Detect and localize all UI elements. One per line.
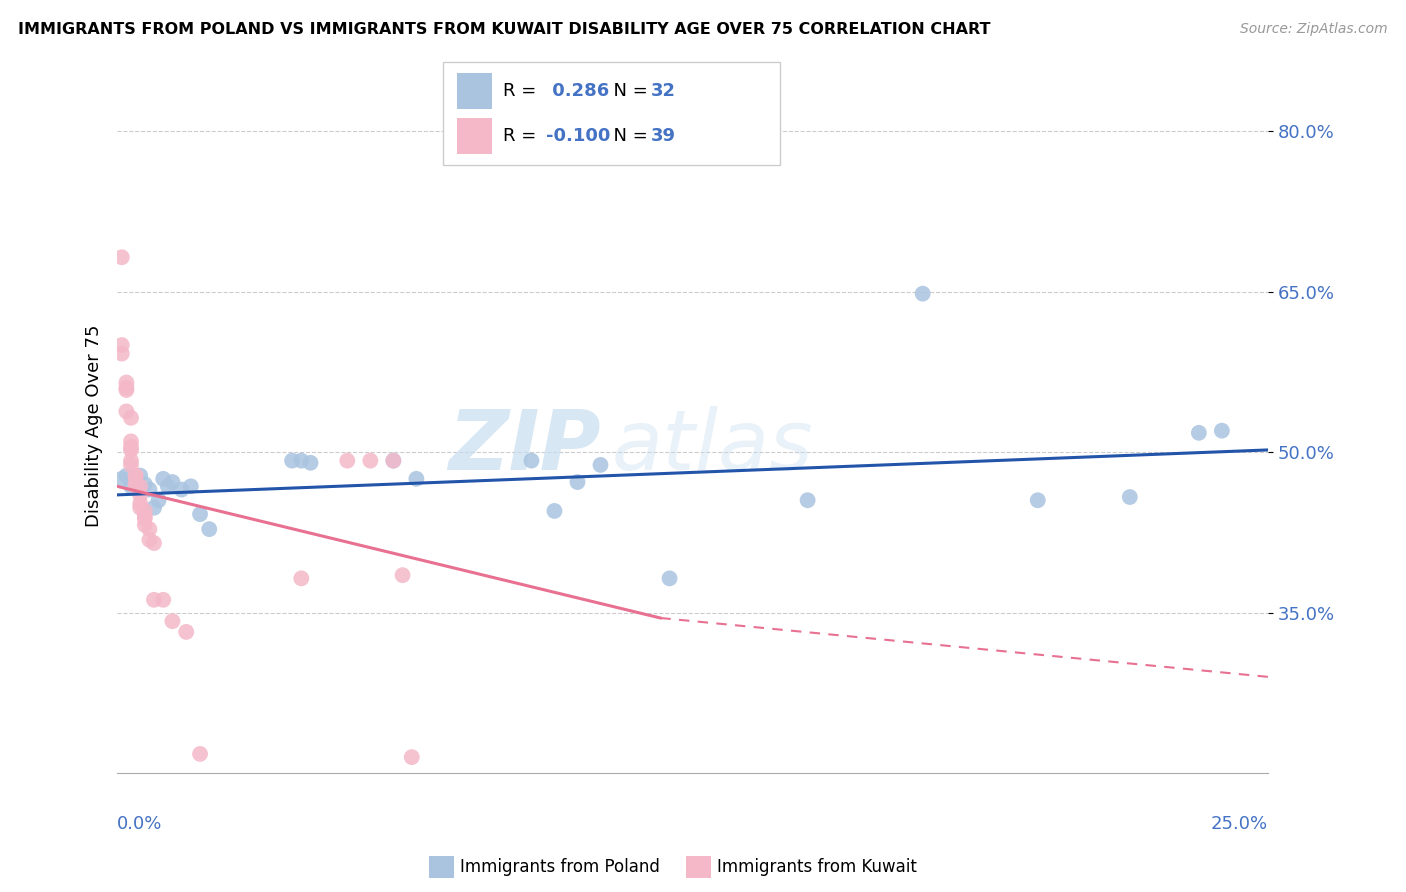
- Point: [170, 483, 193, 497]
- Point: [162, 475, 184, 489]
- Point: [138, 483, 160, 497]
- Text: 0.286: 0.286: [546, 82, 609, 100]
- Text: Immigrants from Poland: Immigrants from Poland: [460, 858, 659, 876]
- Text: atlas: atlas: [612, 406, 814, 487]
- Point: [115, 468, 138, 483]
- Point: [115, 383, 138, 397]
- Point: [129, 500, 152, 515]
- Text: ZIP: ZIP: [449, 406, 600, 487]
- Point: [336, 453, 359, 467]
- Point: [134, 509, 156, 524]
- Point: [124, 468, 146, 483]
- Y-axis label: Disability Age Over 75: Disability Age Over 75: [86, 324, 103, 526]
- Point: [115, 376, 138, 390]
- Point: [911, 286, 934, 301]
- Point: [138, 522, 160, 536]
- Point: [198, 522, 221, 536]
- Point: [129, 468, 152, 483]
- Text: -0.100: -0.100: [546, 128, 610, 145]
- Point: [120, 453, 142, 467]
- Point: [111, 338, 134, 352]
- Point: [134, 517, 156, 532]
- Text: R =: R =: [503, 82, 543, 100]
- Point: [124, 468, 146, 483]
- Point: [796, 493, 818, 508]
- Point: [1211, 424, 1233, 438]
- Point: [138, 533, 160, 547]
- Point: [658, 571, 681, 585]
- Point: [120, 440, 142, 454]
- Point: [129, 479, 152, 493]
- Point: [162, 614, 184, 628]
- Text: IMMIGRANTS FROM POLAND VS IMMIGRANTS FROM KUWAIT DISABILITY AGE OVER 75 CORRELAT: IMMIGRANTS FROM POLAND VS IMMIGRANTS FRO…: [18, 22, 991, 37]
- Point: [1026, 493, 1049, 508]
- Text: 32: 32: [651, 82, 676, 100]
- Point: [111, 250, 134, 264]
- Point: [120, 410, 142, 425]
- Point: [290, 453, 312, 467]
- Point: [156, 479, 179, 493]
- Point: [281, 453, 304, 467]
- Point: [359, 453, 381, 467]
- Point: [152, 472, 174, 486]
- Point: [174, 624, 197, 639]
- Point: [111, 346, 134, 360]
- Point: [124, 475, 146, 489]
- Point: [134, 504, 156, 518]
- Point: [134, 511, 156, 525]
- Point: [115, 404, 138, 418]
- Point: [567, 475, 589, 489]
- Point: [134, 477, 156, 491]
- Point: [188, 507, 211, 521]
- Text: Source: ZipAtlas.com: Source: ZipAtlas.com: [1240, 22, 1388, 37]
- Text: 39: 39: [651, 128, 676, 145]
- Point: [124, 475, 146, 489]
- Point: [115, 381, 138, 395]
- Point: [120, 442, 142, 457]
- Text: 0.0%: 0.0%: [117, 815, 163, 833]
- Point: [120, 458, 142, 472]
- Point: [180, 479, 202, 493]
- Point: [111, 472, 134, 486]
- Point: [152, 592, 174, 607]
- Point: [290, 571, 312, 585]
- Point: [143, 536, 166, 550]
- Point: [299, 456, 322, 470]
- Point: [120, 434, 142, 449]
- Point: [120, 479, 142, 493]
- Point: [129, 496, 152, 510]
- Point: [129, 488, 152, 502]
- Text: N =: N =: [602, 82, 654, 100]
- Point: [382, 453, 405, 467]
- Point: [148, 493, 170, 508]
- Point: [391, 568, 413, 582]
- Point: [143, 592, 166, 607]
- Text: 25.0%: 25.0%: [1211, 815, 1268, 833]
- Point: [401, 750, 423, 764]
- Text: R =: R =: [503, 128, 543, 145]
- Text: Immigrants from Kuwait: Immigrants from Kuwait: [717, 858, 917, 876]
- Point: [543, 504, 565, 518]
- Point: [1119, 490, 1142, 504]
- Point: [520, 453, 543, 467]
- Text: N =: N =: [602, 128, 654, 145]
- Point: [188, 747, 211, 761]
- Point: [1188, 425, 1211, 440]
- Point: [124, 479, 146, 493]
- Point: [405, 472, 427, 486]
- Point: [143, 500, 166, 515]
- Point: [382, 453, 405, 467]
- Point: [589, 458, 612, 472]
